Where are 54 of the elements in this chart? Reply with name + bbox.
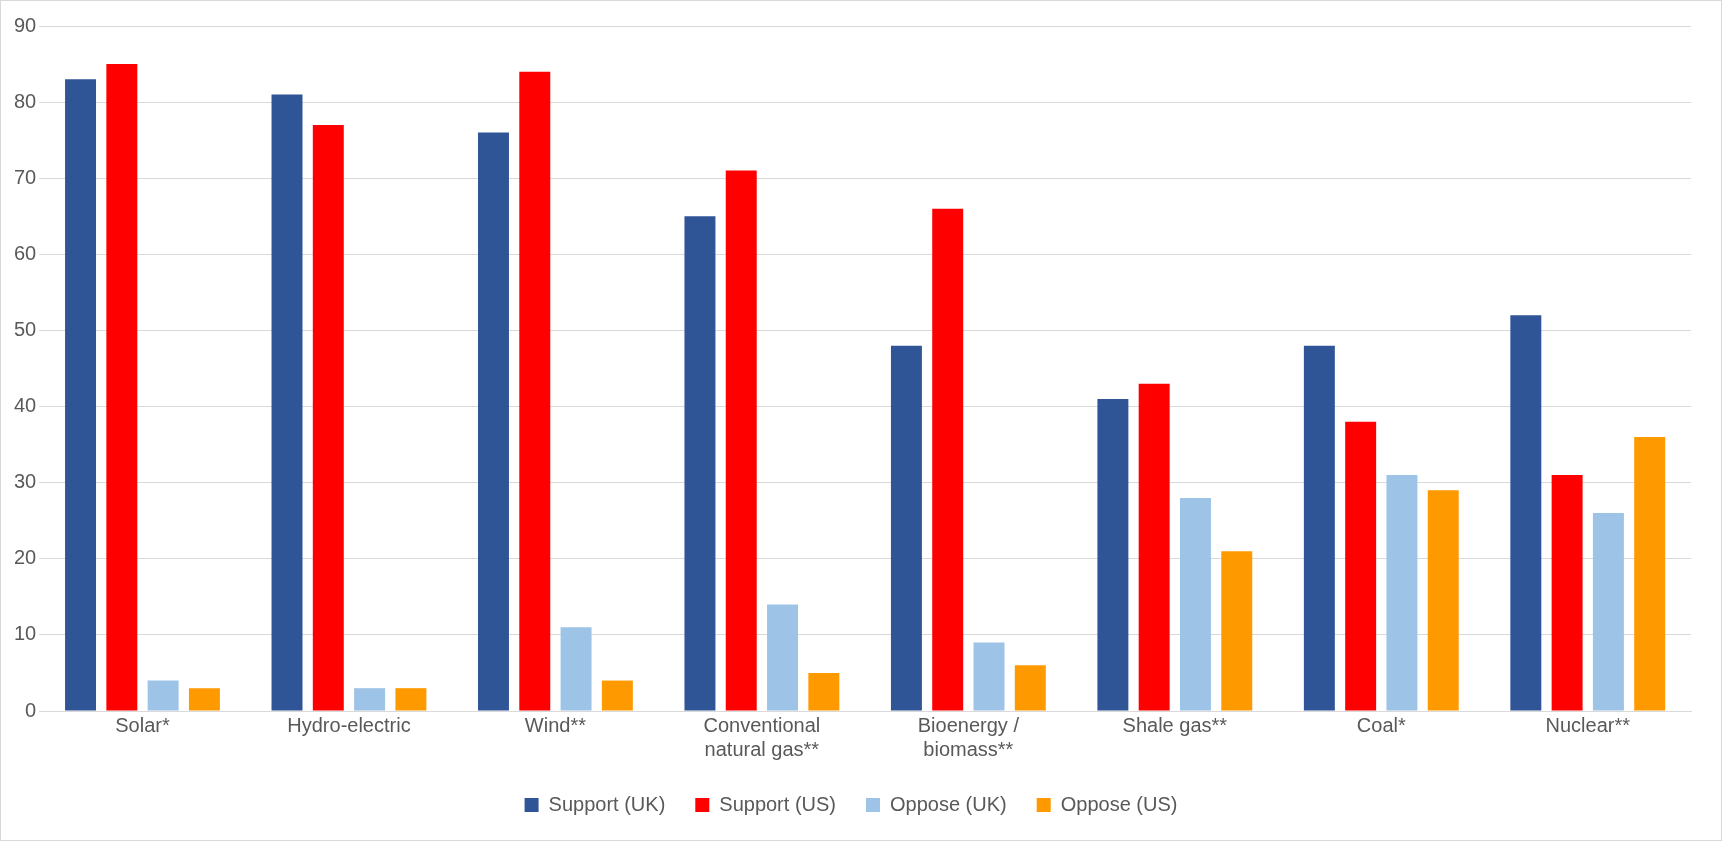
bar: [808, 672, 840, 711]
bar: [684, 216, 716, 711]
bar: [725, 170, 757, 711]
y-tick-label: 10: [14, 622, 37, 645]
y-tick-label: 50: [14, 317, 37, 340]
x-tick-label: Nuclear**: [1545, 713, 1631, 736]
bar: [188, 688, 220, 711]
legend-label: Oppose (UK): [890, 792, 1007, 815]
bar: [890, 345, 922, 711]
y-tick-label: 20: [14, 546, 37, 569]
legend-label: Oppose (US): [1060, 792, 1178, 815]
bar: [1138, 383, 1170, 711]
bar: [1592, 513, 1624, 711]
y-tick-label: 30: [14, 470, 37, 493]
bar: [1634, 437, 1666, 711]
x-tick-label: Wind**: [524, 713, 587, 736]
bar: [354, 688, 386, 711]
bar: [1303, 345, 1335, 711]
y-tick-label: 70: [14, 165, 37, 188]
y-tick-label: 60: [14, 241, 37, 264]
bar: [932, 208, 964, 711]
y-tick-label: 40: [14, 394, 37, 417]
y-tick-label: 90: [14, 13, 37, 36]
bar: [1345, 421, 1377, 711]
legend-label: Support (US): [719, 792, 837, 815]
x-tick-label: Bioenergy / biomass**: [917, 713, 1020, 760]
bar: [395, 688, 427, 711]
bar: [65, 79, 97, 711]
bar: [1014, 665, 1046, 711]
x-tick-label: Solar*: [115, 713, 170, 736]
bar: [106, 64, 138, 711]
bar: [147, 680, 179, 711]
bar: [477, 132, 509, 711]
x-tick-label: Coal*: [1356, 713, 1406, 736]
y-tick-label: 0: [25, 698, 37, 721]
bar: [601, 680, 633, 711]
bar: [271, 94, 303, 711]
bar: [519, 71, 551, 711]
x-tick-label: Hydro-electric: [287, 713, 411, 736]
bar: [1097, 398, 1129, 711]
x-tick-label: Conventional natural gas**: [703, 713, 821, 760]
bar: [1221, 551, 1253, 711]
legend-label: Support (UK): [548, 792, 666, 815]
bar: [312, 124, 344, 711]
bar: [1510, 315, 1542, 711]
bar: [1179, 497, 1211, 711]
bar: [1551, 475, 1583, 711]
bar: [1427, 490, 1459, 711]
bar: [1386, 475, 1418, 711]
bar: [973, 642, 1005, 711]
bar: [767, 604, 799, 711]
bar: [560, 627, 592, 711]
y-tick-label: 80: [14, 89, 37, 112]
x-tick-label: Shale gas**: [1122, 713, 1228, 736]
